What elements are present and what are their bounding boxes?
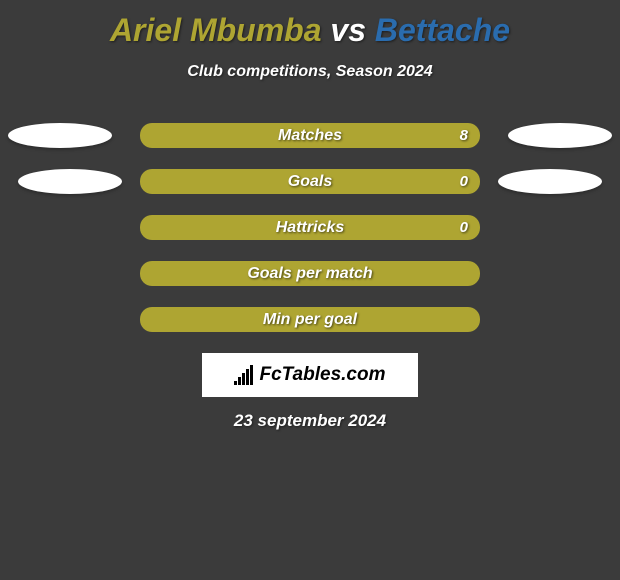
stat-label: Min per goal <box>140 307 480 332</box>
branding-box: FcTables.com <box>202 353 418 397</box>
stat-row: Goals0 <box>0 169 620 194</box>
left-ellipse <box>8 123 112 148</box>
stat-row: Hattricks0 <box>0 215 620 240</box>
comparison-title: Ariel Mbumba vs Bettache <box>0 0 620 49</box>
fctables-logo-icon <box>234 365 253 385</box>
stat-row: Matches8 <box>0 123 620 148</box>
stat-row: Min per goal <box>0 307 620 332</box>
right-ellipse <box>508 123 612 148</box>
stat-label: Matches <box>140 123 480 148</box>
vs-text: vs <box>322 12 375 48</box>
stat-value: 0 <box>460 169 468 194</box>
left-ellipse <box>18 169 122 194</box>
stat-value: 8 <box>460 123 468 148</box>
right-ellipse <box>498 169 602 194</box>
player2-name: Bettache <box>375 12 510 48</box>
stat-label: Hattricks <box>140 215 480 240</box>
date-label: 23 september 2024 <box>0 411 620 431</box>
player1-name: Ariel Mbumba <box>110 12 322 48</box>
stat-row: Goals per match <box>0 261 620 286</box>
branding-text: FcTables.com <box>259 364 385 386</box>
subtitle: Club competitions, Season 2024 <box>0 63 620 81</box>
stat-rows: Matches8Goals0Hattricks0Goals per matchM… <box>0 123 620 332</box>
stat-label: Goals <box>140 169 480 194</box>
stat-label: Goals per match <box>140 261 480 286</box>
stat-value: 0 <box>460 215 468 240</box>
